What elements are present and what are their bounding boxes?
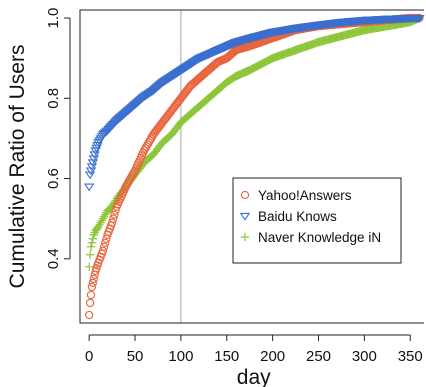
data-point [127, 172, 136, 181]
legend-marker-symbol [240, 232, 250, 242]
legend-label: Yahoo!Answers [258, 188, 352, 203]
data-point [128, 170, 137, 179]
data-point [141, 144, 150, 153]
data-point [89, 230, 98, 239]
data-point [126, 174, 135, 183]
data-point [110, 210, 119, 219]
y-tick-label: 0.8 [45, 88, 62, 109]
x-tick-label: 300 [352, 348, 377, 365]
data-point [107, 218, 117, 227]
data-point [144, 138, 153, 147]
y-tick-label: 1.0 [45, 8, 62, 29]
legend-box [232, 177, 402, 264]
data-point [84, 262, 94, 272]
legend-label: Naver Knowledge iN [258, 230, 381, 245]
data-point [86, 290, 96, 300]
data-point [83, 183, 95, 192]
data-point [109, 214, 118, 223]
data-point [143, 140, 152, 149]
data-point [140, 146, 149, 155]
legend-marker [239, 212, 251, 221]
data-point [125, 176, 134, 185]
data-point [88, 278, 97, 288]
y-tick-label: 0.4 [45, 248, 62, 269]
legend-marker [240, 232, 250, 242]
y-axis-label: Cumulative Ratio of Users [6, 45, 29, 289]
data-point [414, 14, 425, 23]
data-point [86, 242, 96, 251]
data-point [90, 147, 101, 156]
legend-marker-symbol [239, 212, 251, 221]
x-tick-label: 100 [168, 348, 193, 365]
x-tick-label: 150 [214, 348, 239, 365]
data-point [129, 168, 139, 177]
legend-marker-symbol [240, 190, 250, 200]
x-tick-label: 200 [260, 348, 285, 365]
x-axis-label: day [237, 366, 271, 387]
data-point [91, 144, 102, 153]
plot-area [79, 9, 425, 324]
data-point [87, 282, 97, 292]
x-tick-label: 350 [398, 348, 423, 365]
data-point [124, 178, 133, 187]
x-tick-label: 0 [85, 348, 93, 365]
x-tick-label: 50 [127, 348, 144, 365]
legend: Yahoo!Answers Baidu Knows Naver Knowledge … [232, 177, 402, 264]
legend-marker [240, 190, 250, 200]
x-axis: 0 50 100 150 200 250 300 350 [85, 334, 423, 365]
data-point [85, 310, 94, 320]
data-point [85, 298, 95, 308]
data-point [87, 238, 97, 247]
y-tick-label: 0.6 [45, 168, 62, 189]
series-layer [83, 13, 425, 320]
data-point [98, 246, 108, 255]
plot-frame [79, 9, 424, 324]
data-point [88, 234, 98, 243]
data-point [101, 238, 110, 247]
legend-label: Baidu Knows [258, 209, 337, 224]
data-point [142, 142, 151, 151]
data-point [92, 142, 103, 150]
data-point [122, 180, 132, 189]
data-point [85, 250, 95, 259]
data-point [99, 242, 109, 251]
series-naver-knowledge-in [84, 13, 424, 272]
data-point [121, 182, 131, 191]
data-point [89, 274, 98, 284]
data-point [145, 136, 155, 145]
series-baidu-knows [83, 14, 425, 192]
x-tick-label: 250 [306, 348, 331, 365]
y-axis: 0.4 0.6 0.8 1.0 [45, 8, 71, 269]
